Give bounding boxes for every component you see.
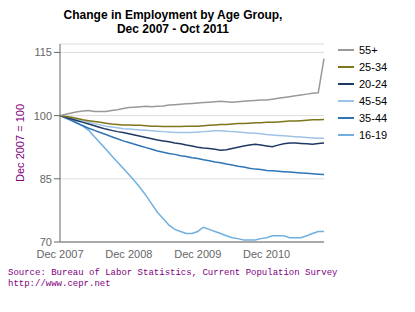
html-text:55+: 55+ <box>359 44 378 56</box>
html-text:20-24: 20-24 <box>359 78 388 90</box>
svg-text:100: 100 <box>34 110 52 122</box>
svg-text:Dec 2009: Dec 2009 <box>174 248 221 260</box>
html-text:25-34: 25-34 <box>359 61 388 73</box>
html-text:35-44: 35-44 <box>359 112 388 124</box>
svg-text:Dec 2007 = 100: Dec 2007 = 100 <box>14 104 26 182</box>
svg-text:85: 85 <box>40 173 52 185</box>
svg-text:Dec 2010: Dec 2010 <box>243 248 290 260</box>
html-text:http://www.cepr.net: http://www.cepr.net <box>8 279 111 289</box>
svg-text:Dec 2007: Dec 2007 <box>36 248 83 260</box>
html-text:Source: Bureau of Labor Statis: Source: Bureau of Labor Statistics, Curr… <box>8 268 338 278</box>
html-text:16-19: 16-19 <box>359 129 388 141</box>
html-text:Change in Employment by Age Gr: Change in Employment by Age Group, <box>63 8 283 22</box>
svg-text:70: 70 <box>40 236 52 248</box>
svg-text:115: 115 <box>34 46 52 58</box>
svg-text:Dec 2008: Dec 2008 <box>105 248 152 260</box>
html-text:Dec 2007 - Oct 2011: Dec 2007 - Oct 2011 <box>117 22 229 36</box>
html-text:45-54: 45-54 <box>359 95 388 107</box>
